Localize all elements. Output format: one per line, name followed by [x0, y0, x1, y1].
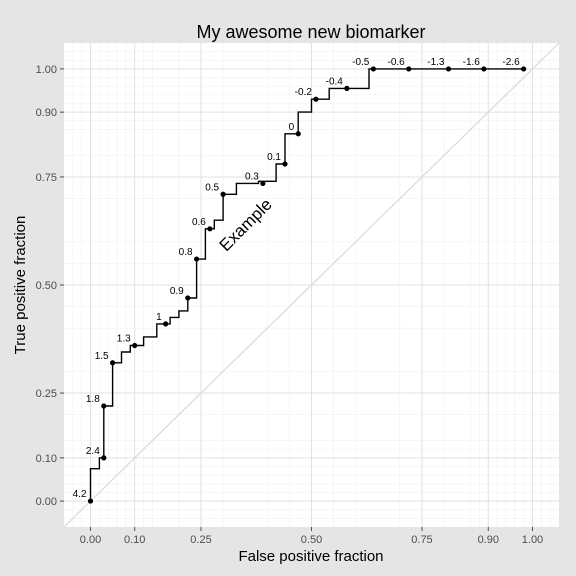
x-tick-label: 0.90	[478, 534, 499, 546]
roc-point-label-15: -0.5	[352, 57, 370, 68]
roc-point-8	[207, 226, 213, 232]
roc-point-18	[481, 66, 487, 72]
roc-point-0	[87, 498, 94, 504]
roc-point-label-12: 0	[289, 122, 295, 133]
roc-point-16	[406, 66, 412, 72]
roc-point-label-16: -0.6	[387, 57, 405, 68]
roc-point-19	[521, 66, 527, 72]
roc-point-label-11: 0.1	[267, 152, 281, 163]
roc-point-label-18: -1.6	[463, 57, 481, 68]
roc-point-11	[282, 161, 288, 167]
roc-point-9	[220, 191, 226, 197]
x-axis-ticks: 0.00 0.10 0.25 0.50 0.75 0.90 1.00	[80, 527, 543, 546]
y-tick-label: 0.90	[36, 107, 57, 119]
roc-point-label-14: -0.4	[326, 76, 344, 87]
y-axis-ticks: 0.00 0.10 0.25 0.50 0.75 0.90 1.00	[36, 64, 64, 508]
x-tick-label: 0.10	[124, 534, 145, 546]
roc-point-label-13: -0.2	[295, 87, 313, 98]
roc-point-13	[313, 96, 319, 102]
x-tick-label: 0.25	[190, 534, 211, 546]
roc-point-17	[445, 66, 452, 72]
y-tick-label: 0.00	[36, 496, 57, 508]
roc-point-label-0: 4.2	[73, 489, 87, 500]
y-tick-label: 0.25	[36, 388, 57, 400]
roc-point-6	[185, 295, 191, 301]
y-tick-label: 1.00	[36, 64, 57, 76]
roc-curve	[89, 68, 524, 502]
roc-point-1	[101, 455, 107, 461]
x-axis-title: False positive fraction	[238, 548, 383, 565]
roc-point-label-7: 0.8	[179, 247, 193, 258]
y-tick-label: 0.50	[36, 280, 57, 292]
roc-point-label-4: 1.3	[117, 334, 131, 345]
roc-point-4	[132, 342, 138, 349]
roc-point-label-3: 1.5	[95, 351, 109, 362]
chart-title: My awesome new biomarker	[196, 22, 425, 42]
roc-point-15	[370, 66, 376, 72]
x-tick-label: 1.00	[522, 534, 543, 546]
x-tick-label: 0.50	[301, 534, 322, 546]
y-axis-title: True positive fraction	[12, 216, 29, 355]
y-tick-label: 0.10	[36, 453, 57, 465]
x-tick-label: 0.00	[80, 534, 101, 546]
roc-point-label-1: 2.4	[86, 446, 100, 457]
roc-point-label-2: 1.8	[86, 394, 100, 405]
roc-point-5	[163, 321, 169, 327]
roc-point-label-17: -1.3	[427, 57, 445, 68]
roc-points	[87, 66, 527, 504]
roc-point-label-9: 0.5	[205, 182, 219, 193]
roc-point-14	[344, 85, 350, 91]
reference-diagonal-line	[63, 42, 560, 528]
roc-point-label-6: 0.9	[170, 286, 184, 297]
roc-point-labels: 4.2 2.4 1.8 1.5 1.3 1 0.9 0.8 0.6 0.5 0.3 0.1 0 -0.2 -…	[73, 57, 520, 500]
roc-point-2	[101, 403, 107, 409]
x-tick-label: 0.75	[411, 534, 432, 546]
roc-point-3	[110, 360, 116, 366]
roc-point-7	[193, 256, 200, 262]
roc-point-label-5: 1	[156, 312, 162, 323]
roc-point-label-8: 0.6	[192, 217, 206, 228]
roc-point-label-10: 0.3	[245, 171, 259, 182]
y-tick-label: 0.75	[36, 172, 57, 184]
roc-point-label-19: -2.6	[502, 57, 520, 68]
roc-point-10	[260, 180, 266, 187]
roc-point-12	[295, 131, 301, 137]
